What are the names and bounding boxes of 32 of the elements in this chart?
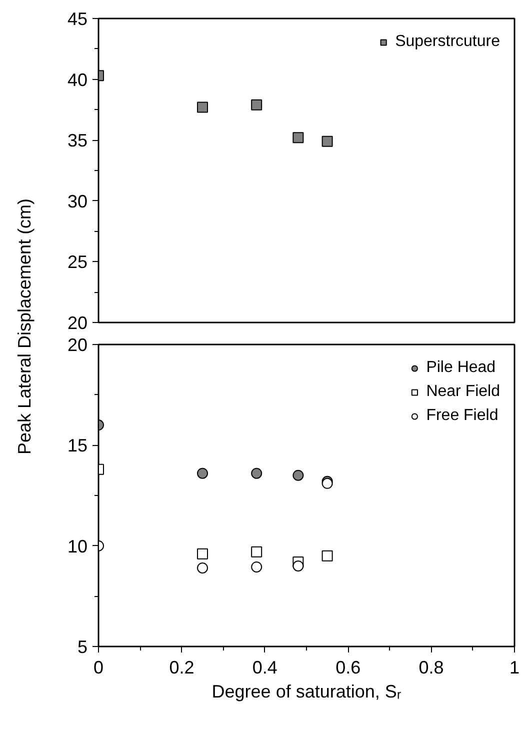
y-tick-label: 40 (67, 70, 88, 90)
point (251, 546, 262, 558)
legend-label: Free Field (426, 407, 498, 425)
point (197, 102, 208, 113)
point (322, 550, 333, 562)
y-tick-label: 35 (67, 130, 88, 151)
point (251, 468, 262, 479)
point (292, 132, 304, 144)
x-tick-label: 0.6 (336, 658, 361, 678)
point (251, 99, 262, 110)
x-tick-label: 0 (93, 658, 104, 678)
point (292, 560, 304, 572)
x-tick-label: 0.4 (252, 658, 278, 678)
y-tick-label: 20 (67, 335, 88, 355)
y-tick-label: 15 (67, 436, 88, 456)
x-axis-title: Degree of saturation, Sᵣ (212, 682, 402, 702)
legend-label: Pile Head (426, 359, 496, 377)
y-tick-label: 5 (77, 637, 88, 657)
y-axis-title: Peak Lateral Displacement (cm) (14, 198, 34, 455)
y-tick-label: 20 (67, 313, 88, 333)
legend-label: Superstrcuture (395, 33, 500, 51)
point (197, 468, 208, 479)
x-tick-label: 0.8 (418, 658, 444, 678)
y-tick-label: 30 (67, 191, 88, 212)
legend-label: Near Field (426, 383, 500, 401)
x-tick-label: 0.2 (169, 658, 194, 678)
x-tick-label: 1 (509, 658, 520, 678)
y-tick-label: 10 (67, 536, 88, 556)
y-tick-label: 45 (67, 9, 88, 29)
y-tick-label: 25 (67, 252, 88, 272)
point (292, 470, 304, 481)
point (322, 136, 333, 147)
